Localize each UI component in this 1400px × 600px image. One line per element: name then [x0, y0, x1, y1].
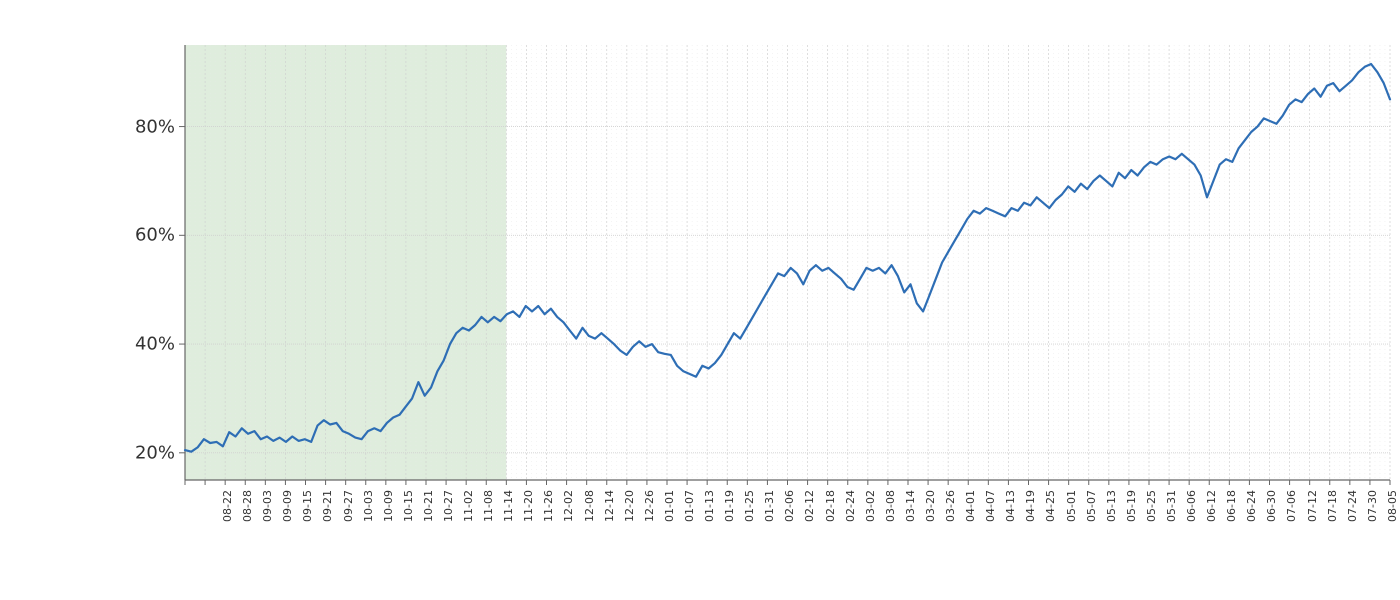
x-tick-label: 03-08 [884, 490, 897, 522]
x-tick-label: 09-21 [321, 490, 334, 522]
x-tick-label: 03-26 [944, 490, 957, 522]
x-tick-label: 11-14 [502, 490, 515, 522]
x-tick-label: 06-06 [1185, 490, 1198, 522]
y-tick-label: 20% [127, 442, 175, 463]
x-tick-label: 04-13 [1004, 490, 1017, 522]
x-tick-label: 12-08 [582, 490, 595, 522]
x-tick-label: 05-01 [1064, 490, 1077, 522]
x-tick-label: 03-02 [864, 490, 877, 522]
x-tick-label: 04-19 [1024, 490, 1037, 522]
x-tick-label: 01-13 [703, 490, 716, 522]
x-tick-label: 05-13 [1105, 490, 1118, 522]
y-tick-label: 40% [127, 334, 175, 355]
x-tick-label: 06-30 [1265, 490, 1278, 522]
x-tick-label: 07-06 [1285, 490, 1298, 522]
x-tick-label: 10-15 [402, 490, 415, 522]
x-tick-label: 05-25 [1145, 490, 1158, 522]
x-tick-label: 11-08 [482, 490, 495, 522]
x-tick-label: 12-14 [603, 490, 616, 522]
y-tick-label: 80% [127, 116, 175, 137]
x-tick-label: 01-25 [743, 490, 756, 522]
x-tick-label: 04-07 [984, 490, 997, 522]
x-tick-label: 06-12 [1205, 490, 1218, 522]
x-tick-label: 08-22 [221, 490, 234, 522]
x-tick-label: 04-01 [964, 490, 977, 522]
x-tick-label: 10-27 [442, 490, 455, 522]
x-tick-label: 07-24 [1346, 490, 1359, 522]
x-tick-label: 02-06 [783, 490, 796, 522]
x-tick-label: 10-03 [362, 490, 375, 522]
x-tick-label: 07-30 [1366, 490, 1379, 522]
x-tick-label: 10-21 [422, 490, 435, 522]
x-tick-label: 01-07 [683, 490, 696, 522]
x-tick-label: 07-18 [1326, 490, 1339, 522]
x-tick-label: 12-26 [643, 490, 656, 522]
x-tick-label: 05-07 [1085, 490, 1098, 522]
x-tick-label: 10-09 [382, 490, 395, 522]
x-tick-label: 09-03 [261, 490, 274, 522]
x-tick-label: 04-25 [1044, 490, 1057, 522]
x-tick-label: 02-18 [823, 490, 836, 522]
x-tick-label: 12-20 [623, 490, 636, 522]
x-tick-label: 01-31 [763, 490, 776, 522]
x-tick-label: 05-31 [1165, 490, 1178, 522]
x-tick-label: 09-27 [341, 490, 354, 522]
x-tick-label: 01-01 [663, 490, 676, 522]
x-tick-label: 11-02 [462, 490, 475, 522]
x-tick-label: 06-24 [1245, 490, 1258, 522]
x-tick-label: 02-12 [803, 490, 816, 522]
x-tick-label: 02-24 [844, 490, 857, 522]
x-tick-label: 06-18 [1225, 490, 1238, 522]
x-tick-label: 11-20 [522, 490, 535, 522]
y-tick-label: 60% [127, 225, 175, 246]
x-tick-label: 12-02 [562, 490, 575, 522]
x-tick-label: 03-20 [924, 490, 937, 522]
x-tick-label: 03-14 [904, 490, 917, 522]
x-tick-label: 08-05 [1386, 490, 1399, 522]
x-tick-label: 11-26 [542, 490, 555, 522]
x-tick-label: 09-15 [301, 490, 314, 522]
x-tick-label: 08-28 [241, 490, 254, 522]
x-tick-label: 01-19 [723, 490, 736, 522]
x-tick-label: 07-12 [1305, 490, 1318, 522]
x-tick-label: 09-09 [281, 490, 294, 522]
x-tick-label: 05-19 [1125, 490, 1138, 522]
